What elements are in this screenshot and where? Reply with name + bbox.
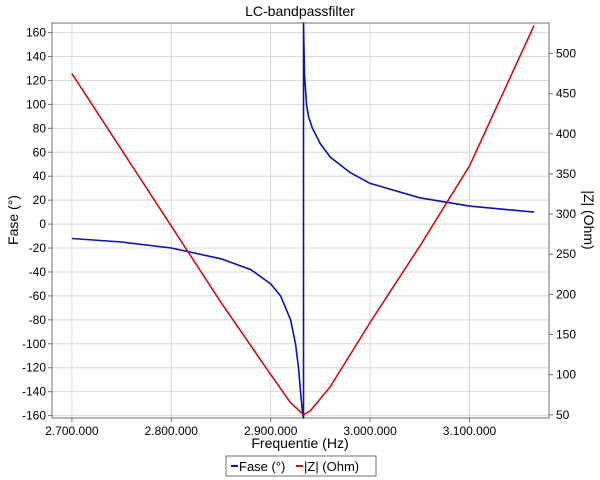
y-left-tick-label: 40 (33, 169, 47, 183)
chart-title: LC-bandpassfilter (245, 3, 355, 19)
x-axis: 2.700.000 2.800.000 2.900.000 3.000.000 3.10… (45, 418, 496, 438)
grid (52, 23, 549, 418)
x-tick-label: 3.100.000 (443, 424, 497, 438)
x-tick-label: 2.800.000 (145, 424, 199, 438)
y-left-tick-label: -40 (29, 265, 47, 279)
y-right-tick-label: 200 (556, 287, 576, 301)
legend: Fase (°) |Z| (Ohm) (225, 455, 377, 477)
y-right-tick-label: 50 (556, 408, 570, 422)
y-left-tick-label: 140 (26, 50, 46, 64)
y-right-tick-label: 450 (556, 87, 576, 101)
plot-area (51, 22, 550, 419)
y-right-tick-label: 400 (556, 127, 576, 141)
y-left-axis-title: Fase (°) (5, 195, 21, 245)
right-axis: 50 100 150 200 250 300 350 400 450 500 (549, 47, 576, 422)
y-left-tick-label: 120 (26, 73, 46, 87)
y-left-tick-label: 80 (33, 121, 47, 135)
y-left-tick-label: -100 (22, 337, 46, 351)
series-layer (71, 22, 535, 419)
y-left-tick-label: -80 (29, 313, 47, 327)
y-right-tick-label: 250 (556, 247, 576, 261)
x-tick-label: 3.000.000 (343, 424, 397, 438)
y-left-tick-label: -160 (22, 409, 46, 423)
left-axis: -160 -140 -120 -100 -80 -60 -40 -20 0 20 40 60 80 100… (22, 26, 52, 423)
y-right-tick-label: 500 (556, 47, 576, 61)
y-left-tick-label: 100 (26, 97, 46, 111)
x-tick-label: 2.900.000 (244, 424, 298, 438)
y-left-tick-label: 20 (33, 193, 47, 207)
x-axis-title: Frequentie (Hz) (251, 435, 348, 451)
y-left-tick-label: -60 (29, 289, 47, 303)
y-right-tick-label: 300 (556, 207, 576, 221)
y-right-tick-label: 350 (556, 167, 576, 181)
y-right-tick-label: 100 (556, 368, 576, 382)
y-right-axis-title: |Z| (Ohm) (581, 190, 597, 249)
y-left-tick-label: 60 (33, 145, 47, 159)
series-line-phase (71, 22, 535, 419)
legend-label-phase: Fase (°) (239, 459, 285, 474)
series-line-impedance (71, 25, 535, 416)
y-left-tick-label: 0 (39, 217, 46, 231)
x-tick-label: 2.700.000 (45, 424, 99, 438)
y-left-tick-label: -140 (22, 385, 46, 399)
y-right-tick-label: 150 (556, 328, 576, 342)
y-left-tick-label: 160 (26, 26, 46, 40)
legend-label-impedance: |Z| (Ohm) (304, 459, 359, 474)
y-left-tick-label: -20 (29, 241, 47, 255)
y-left-tick-label: -120 (22, 361, 46, 375)
